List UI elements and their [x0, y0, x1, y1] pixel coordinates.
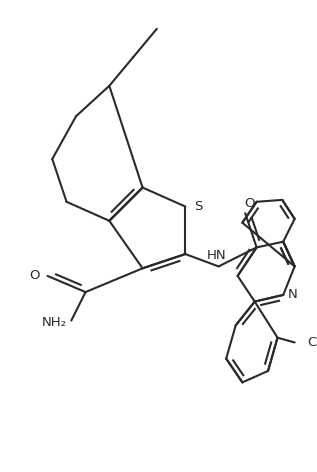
- Text: NH₂: NH₂: [42, 316, 67, 329]
- Text: Cl: Cl: [307, 336, 317, 349]
- Text: S: S: [194, 200, 203, 213]
- Text: N: N: [288, 288, 298, 302]
- Text: O: O: [244, 197, 254, 210]
- Text: HN: HN: [207, 249, 227, 261]
- Text: O: O: [29, 270, 39, 282]
